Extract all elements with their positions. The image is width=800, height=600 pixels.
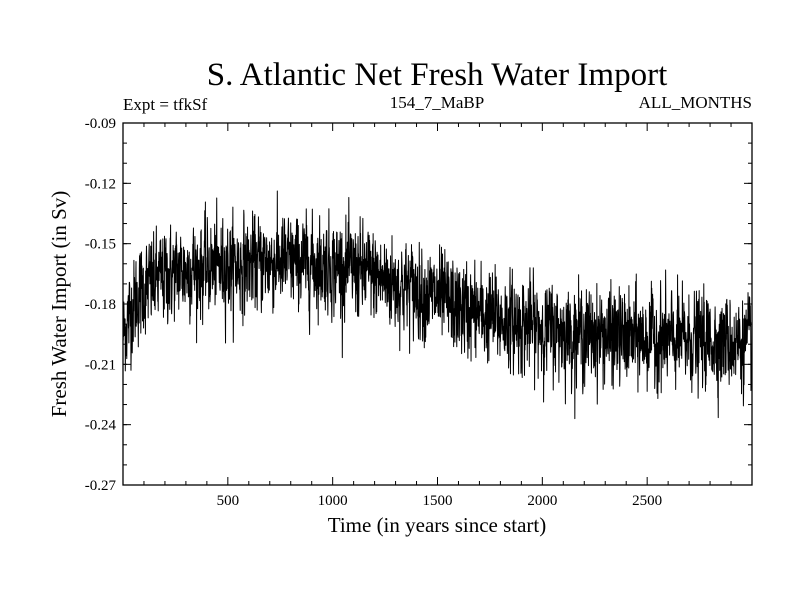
y-axis: -0.09 -0.12 -0.15 -0.18 -0.21 -0.24 -0.27: [85, 116, 752, 494]
subtitle-center: 154_7_MaBP: [390, 93, 484, 112]
series-line: [122, 190, 753, 420]
y-tick-label: -0.21: [85, 357, 116, 373]
series-layer: [122, 190, 753, 420]
subtitle-left: Expt = tfkSf: [123, 95, 208, 114]
y-tick-label: -0.27: [85, 478, 117, 494]
x-tick-label: 2500: [632, 493, 662, 509]
y-tick-label: -0.24: [85, 418, 117, 434]
y-tick-label: -0.15: [85, 237, 116, 253]
y-tick-label: -0.09: [85, 116, 116, 132]
x-axis: 500 1000 1500 2000 2500: [143, 123, 732, 509]
y-tick-label: -0.18: [85, 297, 116, 313]
y-tick-label: -0.12: [85, 176, 116, 192]
x-tick-label: 2000: [527, 493, 557, 509]
x-tick-label: 1000: [318, 493, 348, 509]
x-tick-label: 1500: [423, 493, 453, 509]
x-tick-label: 500: [217, 493, 240, 509]
x-axis-label: Time (in years since start): [328, 513, 547, 537]
y-axis-label: Fresh Water Import (in Sv): [47, 191, 71, 418]
subtitle-right: ALL_MONTHS: [639, 93, 752, 112]
chart-title: S. Atlantic Net Fresh Water Import: [207, 57, 668, 93]
